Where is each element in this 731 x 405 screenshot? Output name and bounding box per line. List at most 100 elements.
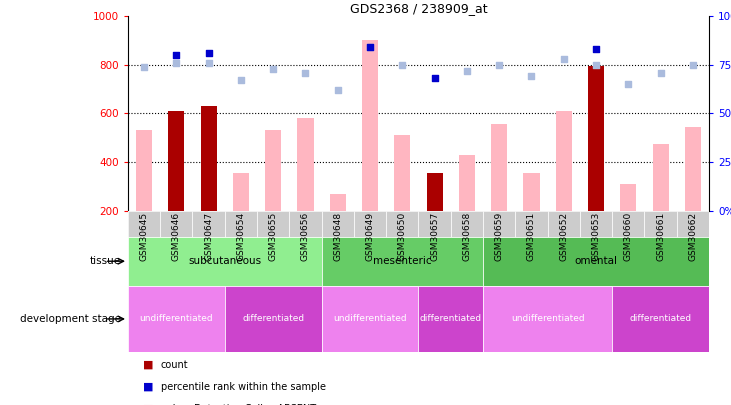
- Bar: [451, 211, 483, 237]
- Bar: [394, 135, 410, 211]
- Bar: [322, 286, 418, 352]
- Bar: [128, 211, 160, 237]
- Bar: [427, 201, 443, 211]
- Bar: [418, 286, 483, 352]
- Point: [300, 69, 311, 76]
- Bar: [653, 144, 669, 211]
- Text: GSM30653: GSM30653: [591, 212, 601, 261]
- Title: GDS2368 / 238909_at: GDS2368 / 238909_at: [349, 2, 488, 15]
- Text: GSM30659: GSM30659: [495, 212, 504, 261]
- Text: undifferentiated: undifferentiated: [140, 314, 213, 324]
- Bar: [621, 184, 637, 211]
- Point: [429, 75, 441, 82]
- Bar: [289, 211, 322, 237]
- Bar: [588, 66, 604, 211]
- Bar: [427, 173, 443, 211]
- Bar: [548, 211, 580, 237]
- Bar: [491, 124, 507, 211]
- Text: differentiated: differentiated: [242, 314, 304, 324]
- Bar: [168, 111, 184, 211]
- Bar: [588, 66, 604, 211]
- Text: count: count: [161, 360, 189, 369]
- Bar: [354, 211, 386, 237]
- Text: GSM30646: GSM30646: [172, 212, 181, 261]
- Point: [396, 62, 408, 68]
- Bar: [483, 211, 515, 237]
- Point: [526, 73, 537, 80]
- Text: undifferentiated: undifferentiated: [511, 314, 585, 324]
- Bar: [459, 155, 475, 211]
- Bar: [322, 211, 354, 237]
- Bar: [556, 111, 572, 211]
- Point: [138, 64, 150, 70]
- Bar: [612, 211, 645, 237]
- Bar: [224, 211, 257, 237]
- Point: [364, 44, 376, 51]
- Point: [558, 56, 569, 62]
- Bar: [483, 286, 612, 352]
- Text: development stage: development stage: [20, 314, 121, 324]
- Point: [364, 44, 376, 51]
- Bar: [200, 106, 216, 211]
- Bar: [168, 111, 184, 211]
- Bar: [330, 194, 346, 211]
- Bar: [362, 40, 378, 211]
- Text: GSM30660: GSM30660: [624, 212, 633, 261]
- Point: [655, 69, 667, 76]
- Bar: [257, 211, 289, 237]
- Bar: [645, 211, 677, 237]
- Point: [202, 60, 214, 66]
- Text: mesenteric: mesenteric: [373, 256, 432, 266]
- Bar: [386, 211, 418, 237]
- Bar: [580, 211, 612, 237]
- Point: [235, 77, 247, 83]
- Text: GSM30658: GSM30658: [463, 212, 471, 261]
- Text: GSM30649: GSM30649: [366, 212, 374, 261]
- Bar: [192, 211, 225, 237]
- Bar: [128, 286, 224, 352]
- Text: tissue: tissue: [89, 256, 121, 266]
- Bar: [515, 211, 548, 237]
- Bar: [612, 286, 709, 352]
- Point: [590, 46, 602, 53]
- Bar: [483, 237, 709, 286]
- Bar: [128, 237, 322, 286]
- Text: percentile rank within the sample: percentile rank within the sample: [161, 382, 326, 392]
- Text: GSM30652: GSM30652: [559, 212, 568, 261]
- Text: GSM30645: GSM30645: [140, 212, 148, 261]
- Text: GSM30662: GSM30662: [689, 212, 697, 261]
- Text: GSM30648: GSM30648: [333, 212, 342, 261]
- Point: [332, 87, 344, 93]
- Point: [202, 50, 214, 56]
- Point: [687, 62, 699, 68]
- Bar: [265, 130, 281, 211]
- Point: [493, 62, 505, 68]
- Point: [461, 67, 473, 74]
- Bar: [418, 211, 451, 237]
- Text: GSM30657: GSM30657: [430, 212, 439, 261]
- Point: [623, 81, 635, 87]
- Text: value, Detection Call = ABSENT: value, Detection Call = ABSENT: [161, 404, 316, 405]
- Text: GSM30661: GSM30661: [656, 212, 665, 261]
- Text: GSM30650: GSM30650: [398, 212, 407, 261]
- Bar: [322, 237, 483, 286]
- Text: GSM30654: GSM30654: [236, 212, 246, 261]
- Text: differentiated: differentiated: [629, 314, 692, 324]
- Point: [170, 52, 182, 58]
- Text: differentiated: differentiated: [420, 314, 482, 324]
- Bar: [523, 173, 539, 211]
- Text: GSM30647: GSM30647: [204, 212, 213, 261]
- Text: ■: ■: [143, 404, 153, 405]
- Bar: [685, 127, 701, 211]
- Bar: [224, 286, 322, 352]
- Point: [590, 62, 602, 68]
- Point: [268, 66, 279, 72]
- Bar: [677, 211, 709, 237]
- Text: ■: ■: [143, 382, 153, 392]
- Text: GSM30655: GSM30655: [269, 212, 278, 261]
- Point: [170, 60, 182, 66]
- Text: ■: ■: [143, 360, 153, 369]
- Text: omental: omental: [575, 256, 618, 266]
- Bar: [160, 211, 192, 237]
- Text: undifferentiated: undifferentiated: [333, 314, 407, 324]
